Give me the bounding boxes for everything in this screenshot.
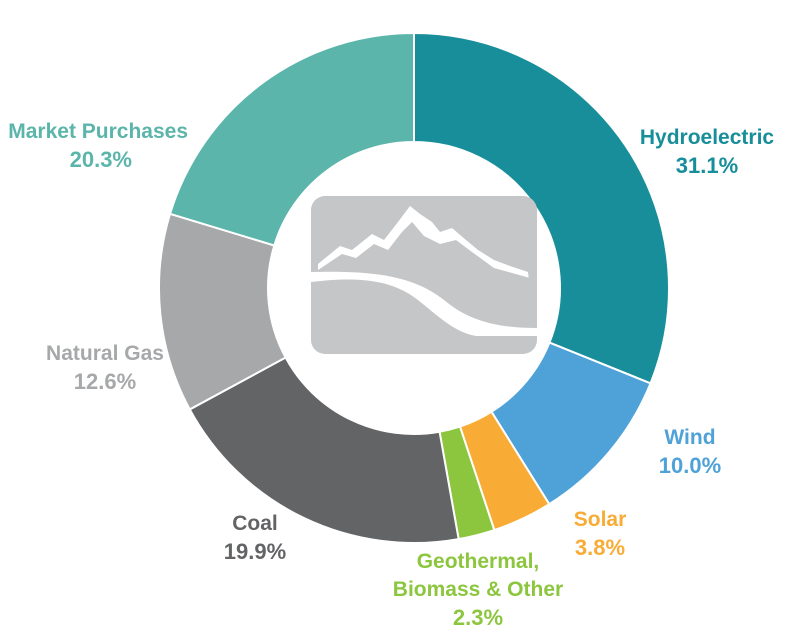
slice-market-purchases bbox=[168, 31, 415, 247]
slice-name: Hydroelectric bbox=[639, 126, 775, 149]
slice-name-line-2: Biomass & Other bbox=[392, 578, 564, 601]
slice-value: 19.9% bbox=[223, 539, 287, 564]
slice-name: Coal bbox=[232, 512, 278, 535]
label-natural-gas: Natural Gas 12.6% bbox=[30, 340, 180, 396]
slice-value: 3.8% bbox=[574, 535, 626, 560]
slice-coal bbox=[188, 356, 460, 544]
label-market-purchases: Market Purchases 20.3% bbox=[0, 118, 188, 174]
slice-value: 12.6% bbox=[73, 369, 137, 394]
label-solar: Solar 3.8% bbox=[560, 506, 640, 562]
slice-name: Solar bbox=[573, 508, 627, 531]
mountain-logo-icon bbox=[311, 196, 537, 354]
slice-value: 10.0% bbox=[658, 453, 722, 478]
label-wind: Wind 10.0% bbox=[640, 424, 740, 480]
slice-hydroelectric bbox=[413, 31, 670, 385]
label-coal: Coal 19.9% bbox=[200, 510, 310, 566]
slice-value: 31.1% bbox=[675, 153, 739, 178]
slice-value: 2.3% bbox=[452, 605, 504, 630]
label-geothermal-biomass-other: Geothermal, Biomass & Other 2.3% bbox=[388, 548, 568, 632]
label-hydroelectric: Hydroelectric 31.1% bbox=[622, 124, 792, 180]
slice-name: Natural Gas bbox=[46, 342, 164, 365]
slice-name-line-1: Geothermal, bbox=[416, 550, 540, 573]
donut-slices bbox=[158, 31, 670, 544]
slice-value: 20.3% bbox=[69, 147, 132, 172]
slice-name: Market Purchases bbox=[8, 120, 188, 143]
slice-name: Wind bbox=[664, 426, 716, 449]
